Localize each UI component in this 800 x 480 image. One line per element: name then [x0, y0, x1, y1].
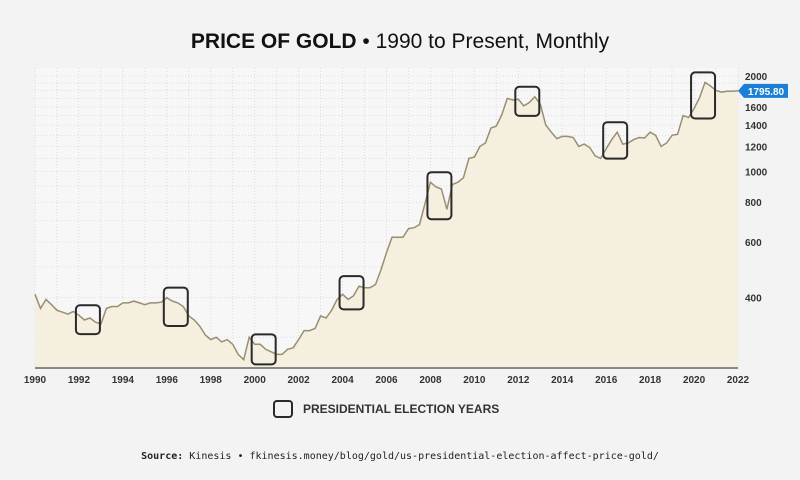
legend: PRESIDENTIAL ELECTION YEARS — [273, 400, 499, 418]
x-tick-label: 2022 — [727, 375, 750, 386]
election-year-box — [602, 121, 629, 160]
x-tick-label: 2002 — [288, 375, 311, 386]
x-tick-label: 2008 — [419, 375, 442, 386]
source-note: Source: Kinesis • fkinesis.money/blog/go… — [0, 451, 800, 462]
title-subtitle: • 1990 to Present, Monthly — [356, 30, 610, 53]
price-line — [34, 81, 739, 362]
election-year-box — [514, 85, 541, 117]
legend-label: PRESIDENTIAL ELECTION YEARS — [303, 402, 500, 416]
x-tick-label: 1998 — [200, 375, 223, 386]
y-tick-label: 1600 — [745, 103, 768, 114]
election-year-box — [162, 286, 189, 328]
source-label: Source: — [141, 451, 184, 462]
election-year-box — [74, 304, 101, 336]
x-tick-label: 1992 — [68, 375, 91, 386]
source-text: Kinesis • fkinesis.money/blog/gold/us-pr… — [183, 451, 659, 462]
current-price-badge — [738, 83, 788, 98]
election-year-box — [690, 71, 717, 120]
x-tick-label: 2012 — [507, 375, 530, 386]
chart-title: PRICE OF GOLD • 1990 to Present, Monthly — [0, 30, 800, 54]
election-box-icon — [273, 400, 293, 418]
y-tick-label: 1000 — [745, 167, 768, 178]
x-tick-label: 2000 — [244, 375, 267, 386]
election-year-box — [426, 171, 453, 221]
x-tick-label: 2006 — [375, 375, 398, 386]
election-year-box — [338, 275, 365, 311]
price-area-fill — [35, 82, 738, 369]
y-tick-label: 2000 — [745, 72, 768, 83]
x-tick-label: 2018 — [639, 375, 662, 386]
y-tick-label: 1400 — [745, 121, 768, 132]
current-price-label: 1795.80 — [748, 87, 785, 98]
x-tick-label: 2004 — [331, 375, 354, 386]
x-tick-label: 1994 — [112, 375, 135, 386]
x-tick-label: 2020 — [683, 375, 706, 386]
x-tick-label: 1996 — [156, 375, 179, 386]
y-tick-label: 600 — [745, 238, 762, 249]
y-tick-label: 1200 — [745, 142, 768, 153]
y-tick-label: 800 — [745, 198, 762, 209]
election-year-box — [250, 333, 277, 366]
x-tick-label: 2010 — [463, 375, 486, 386]
y-tick-label: 400 — [745, 294, 762, 305]
x-tick-label: 2014 — [551, 375, 574, 386]
x-tick-label: 1990 — [24, 375, 47, 386]
gold-price-chart: 1990 1992 1994 1996 1998 2000 2002 2004 2006 2008… — [24, 68, 788, 386]
x-tick-label: 2016 — [595, 375, 618, 386]
title-bold: PRICE OF GOLD — [190, 30, 357, 53]
